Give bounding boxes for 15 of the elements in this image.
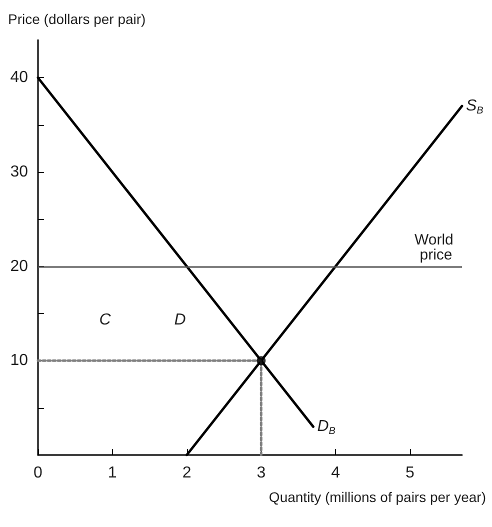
y-tick-label: 30 [10, 164, 28, 181]
y-tick-label: 10 [10, 352, 28, 370]
x-tick-label: 3 [256, 464, 266, 482]
x-tick-label: 4 [331, 464, 340, 482]
x-tick-label: 0 [34, 464, 43, 482]
x-axis-title: Quantity (millions of pairs per year) [268, 489, 486, 505]
y-axis-title: Price (dollars per pair) [8, 11, 146, 27]
y-tick-label: 40 [10, 69, 28, 86]
x-tick-label: 5 [405, 464, 414, 482]
ref-line-label: World price [414, 231, 458, 264]
annotation: C [99, 312, 112, 328]
x-tick-label: 2 [182, 464, 192, 482]
y-tick-label: 20 [10, 258, 28, 275]
x-tick-label: 1 [108, 464, 117, 482]
annotation: D [174, 312, 186, 328]
